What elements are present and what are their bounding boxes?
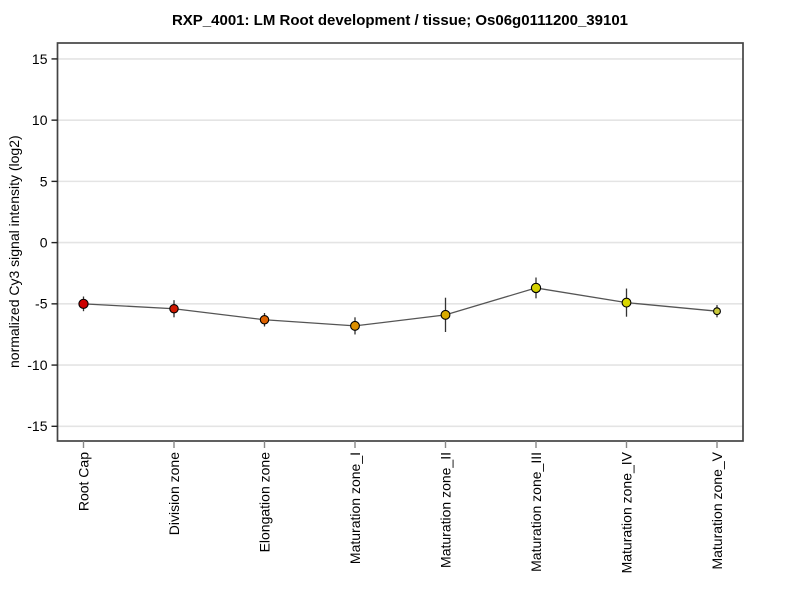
x-tick-label: Maturation zone_III: [528, 452, 544, 572]
x-tick-label: Division zone: [166, 452, 182, 535]
y-tick-label: -5: [35, 296, 48, 312]
y-tick-label: 15: [32, 51, 48, 67]
data-point: [621, 297, 632, 308]
series-line: [83, 287, 718, 327]
chart-title: RXP_4001: LM Root development / tissue; …: [171, 12, 629, 29]
y-tick-label: -15: [27, 418, 47, 434]
data-point: [259, 315, 270, 325]
y-tick-label: 0: [40, 235, 48, 251]
data-point: [440, 309, 451, 320]
x-tick-label: Elongation zone: [256, 452, 272, 553]
x-tick-label: Maturation zone_I: [347, 452, 363, 564]
data-point: [169, 303, 179, 314]
x-tick-label: Maturation zone_IV: [618, 451, 634, 573]
y-tick-label: 5: [40, 173, 48, 189]
data-point: [530, 282, 542, 294]
data-point: [78, 298, 89, 309]
x-tick-label: Maturation zone_V: [709, 451, 725, 569]
x-tick-label: Maturation zone_II: [437, 452, 453, 568]
x-tick-label: Root Cap: [75, 452, 91, 511]
y-tick-label: -10: [27, 357, 47, 373]
data-point: [350, 320, 360, 331]
y-tick-label: 10: [32, 112, 48, 128]
data-point: [713, 307, 721, 316]
